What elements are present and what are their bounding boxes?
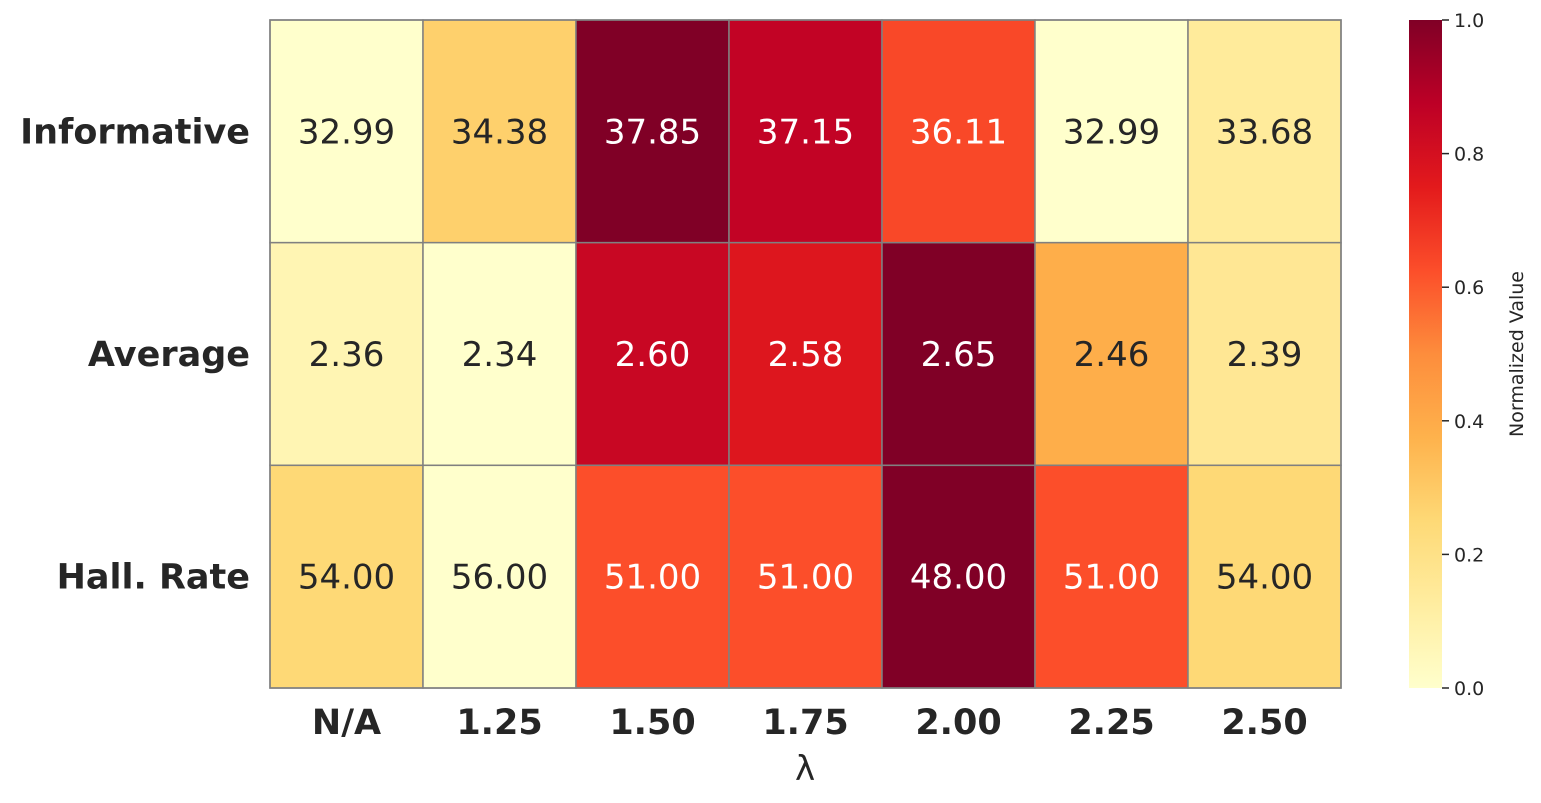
- cell-value-label: 54.00: [1216, 558, 1313, 598]
- colorbar-label: Normalized Value: [1506, 271, 1528, 437]
- cell-value-label: 2.58: [768, 335, 844, 375]
- colorbar-tick-label: 0.2: [1454, 544, 1484, 566]
- cell-value-label: 37.85: [604, 112, 701, 152]
- heatmap-cell: [728, 464, 883, 689]
- heatmap-cell: [1034, 241, 1189, 467]
- cell-value-label: 2.46: [1074, 335, 1150, 375]
- colorbar-ticks: 0.0 0.2 0.4 0.6 0.8 1.0: [1442, 10, 1484, 700]
- x-tick-label: 2.00: [915, 703, 1001, 743]
- heatmap-cell: [269, 19, 424, 244]
- colorbar-tick-label: 0.6: [1454, 277, 1484, 299]
- cell-value-label: 32.99: [1063, 112, 1160, 152]
- cell-value-label: 54.00: [298, 558, 395, 598]
- heatmap-border: [269, 19, 1342, 689]
- cell-value-label: 51.00: [1063, 558, 1160, 598]
- heatmap-cell: [1187, 464, 1342, 689]
- x-tick-label: N/A: [312, 703, 381, 743]
- colorbar-tick-label: 1.0: [1454, 10, 1484, 32]
- cell-value-label: 51.00: [604, 558, 701, 598]
- x-tick-label: 1.50: [609, 703, 695, 743]
- heatmap-cell: [1034, 464, 1189, 689]
- heatmap-cell: [575, 464, 730, 689]
- cell-value-label: 37.15: [757, 112, 854, 152]
- row-label: Hall. Rate: [57, 558, 250, 598]
- heatmap-cell: [881, 464, 1036, 689]
- cell-value-label: 2.65: [921, 335, 997, 375]
- row-label: Informative: [20, 112, 250, 152]
- colorbar: 0.0 0.2 0.4 0.6 0.8 1.0 Normalized Value: [1409, 10, 1528, 700]
- heatmap-cell: [269, 464, 424, 689]
- heatmap-cell: [422, 19, 577, 244]
- cell-value-label: 2.39: [1227, 335, 1303, 375]
- heatmap-cells: [269, 19, 1342, 689]
- row-label: Average: [88, 335, 250, 375]
- cell-value-label: 33.68: [1216, 112, 1313, 152]
- cell-value-label: 56.00: [451, 558, 548, 598]
- colorbar-tick-label: 0.4: [1454, 411, 1484, 433]
- heatmap-cell: [575, 241, 730, 467]
- x-tick-label: 2.25: [1068, 703, 1154, 743]
- x-tick-label: 1.75: [762, 703, 848, 743]
- row-labels: Informative Average Hall. Rate: [20, 112, 250, 597]
- heatmap-cell: [881, 19, 1036, 244]
- cell-value-label: 32.99: [298, 112, 395, 152]
- x-tick-label: 1.25: [456, 703, 542, 743]
- cell-value-label: 48.00: [910, 558, 1007, 598]
- heatmap-cell: [422, 464, 577, 689]
- cell-value-label: 2.34: [462, 335, 538, 375]
- heatmap-cell: [881, 241, 1036, 467]
- heatmap-cell-labels: 32.99 34.38 37.85 37.15 36.11 32.99 33.68 2.36 2…: [298, 112, 1313, 597]
- cell-value-label: 36.11: [910, 112, 1007, 152]
- cell-value-label: 2.36: [309, 335, 385, 375]
- heatmap-cell: [269, 241, 424, 467]
- column-labels: N/A 1.25 1.50 1.75 2.00 2.25 2.50: [312, 703, 1308, 743]
- cell-value-label: 51.00: [757, 558, 854, 598]
- colorbar-gradient: [1409, 20, 1442, 688]
- heatmap-cell: [1187, 241, 1342, 467]
- cell-value-label: 2.60: [615, 335, 691, 375]
- heatmap-cell: [1034, 19, 1189, 244]
- x-tick-label: 2.50: [1221, 703, 1307, 743]
- heatmap-cell: [728, 19, 883, 244]
- colorbar-tick-label: 0.0: [1454, 678, 1484, 700]
- x-axis-label: λ: [795, 749, 815, 789]
- colorbar-tick-label: 0.8: [1454, 144, 1484, 166]
- cell-value-label: 34.38: [451, 112, 548, 152]
